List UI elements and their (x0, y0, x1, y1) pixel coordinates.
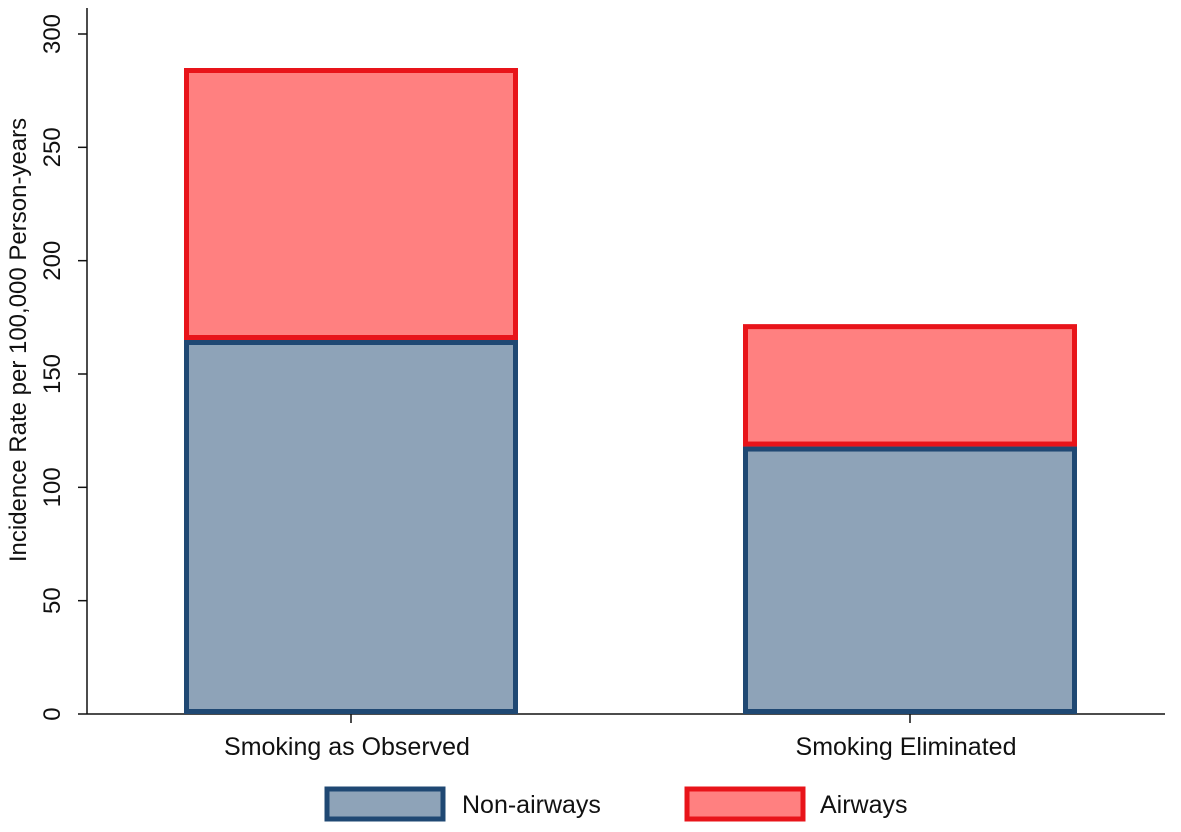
legend: Non-airways Airways (324, 786, 908, 822)
bar-non-airways-0 (184, 340, 518, 714)
legend-swatch-non-airways (324, 786, 446, 822)
y-tick-label: 150 (39, 354, 66, 394)
y-tick-label: 300 (39, 14, 66, 54)
y-tick-label: 100 (39, 467, 66, 507)
bar-non-airways-1 (743, 446, 1077, 714)
y-tick-label: 0 (39, 707, 66, 720)
x-tick-label: Smoking as Observed (224, 733, 470, 761)
legend-label-airways: Airways (820, 791, 908, 819)
bars-group (184, 68, 1077, 714)
y-tick-label: 200 (39, 241, 66, 281)
legend-swatch-airways (684, 786, 806, 822)
y-axis: 0 50 100 150 200 250 300 Incidence Rate per 100… (5, 8, 88, 721)
y-tick-label: 250 (39, 127, 66, 167)
legend-label-non-airways: Non-airways (462, 791, 601, 819)
y-tick-label: 50 (39, 587, 66, 614)
bar-airways-0 (184, 68, 518, 340)
bar-airways-1 (743, 324, 1077, 447)
y-axis-title: Incidence Rate per 100,000 Person-years (5, 118, 32, 562)
x-axis: Smoking as Observed Smoking Eliminated (87, 713, 1165, 761)
x-tick-label: Smoking Eliminated (796, 733, 1017, 761)
